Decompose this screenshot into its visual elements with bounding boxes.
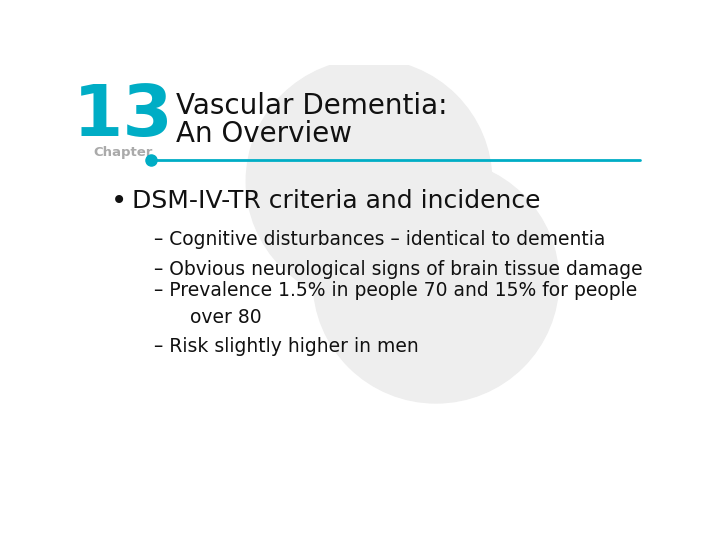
Text: 13: 13 [73, 82, 174, 151]
Ellipse shape [246, 59, 492, 303]
Text: Chapter: Chapter [94, 146, 153, 159]
Text: Vascular Dementia:: Vascular Dementia: [176, 92, 448, 120]
Text: – Prevalence 1.5% in people 70 and 15% for people
      over 80: – Prevalence 1.5% in people 70 and 15% f… [154, 281, 637, 327]
Text: An Overview: An Overview [176, 120, 353, 148]
Text: •: • [111, 187, 127, 215]
Ellipse shape [313, 159, 559, 403]
Text: – Obvious neurological signs of brain tissue damage: – Obvious neurological signs of brain ti… [154, 260, 643, 279]
Text: DSM-IV-TR criteria and incidence: DSM-IV-TR criteria and incidence [132, 189, 540, 213]
Text: – Risk slightly higher in men: – Risk slightly higher in men [154, 337, 419, 356]
Text: – Cognitive disturbances – identical to dementia: – Cognitive disturbances – identical to … [154, 230, 606, 249]
